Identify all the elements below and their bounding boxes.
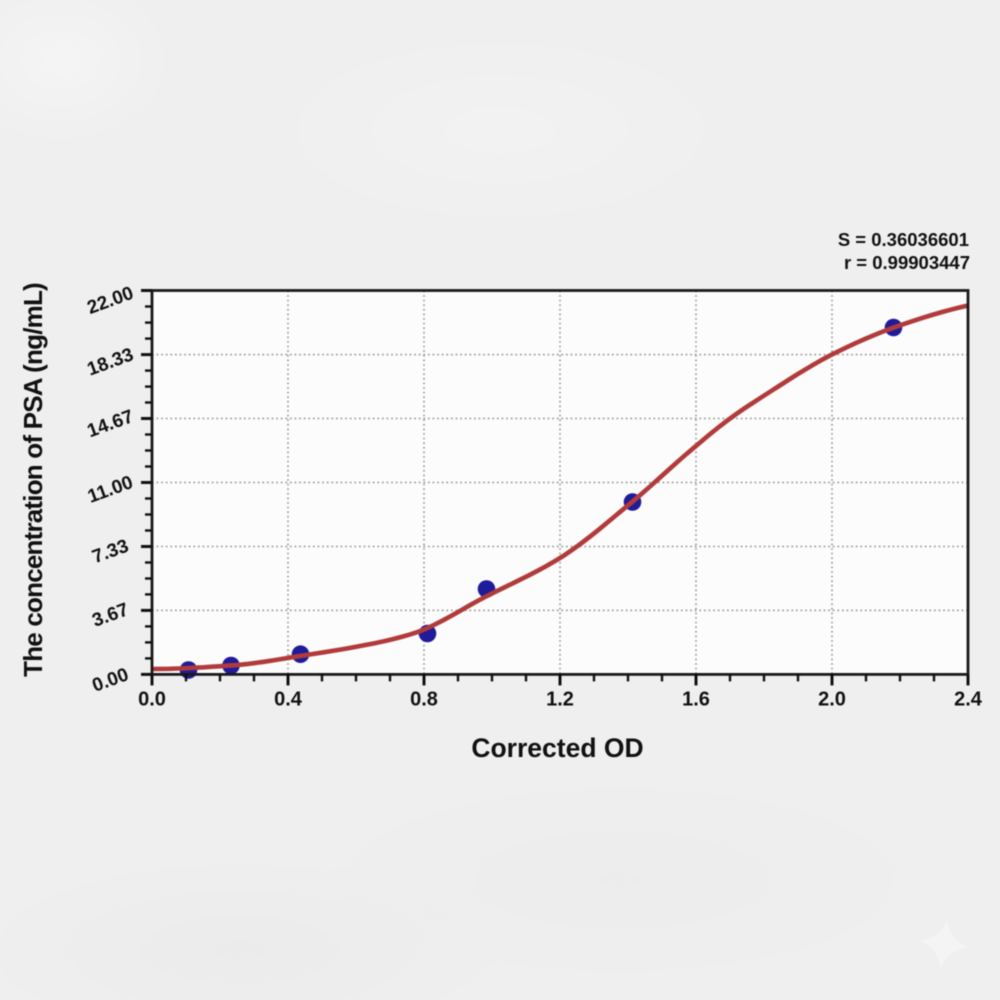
svg-text:0.4: 0.4 xyxy=(274,689,303,711)
svg-text:Corrected OD: Corrected OD xyxy=(471,733,643,763)
svg-text:1.2: 1.2 xyxy=(546,689,574,711)
svg-text:0.0: 0.0 xyxy=(138,689,166,711)
svg-text:2.0: 2.0 xyxy=(818,689,846,711)
svg-text:0.8: 0.8 xyxy=(410,689,438,711)
svg-text:2.4: 2.4 xyxy=(954,689,983,711)
svg-text:S = 0.36036601: S = 0.36036601 xyxy=(838,229,969,250)
svg-text:r = 0.99903447: r = 0.99903447 xyxy=(844,252,970,273)
svg-text:The concentration of PSA (ng/m: The concentration of PSA (ng/mL) xyxy=(18,283,48,677)
svg-text:1.6: 1.6 xyxy=(682,689,710,711)
